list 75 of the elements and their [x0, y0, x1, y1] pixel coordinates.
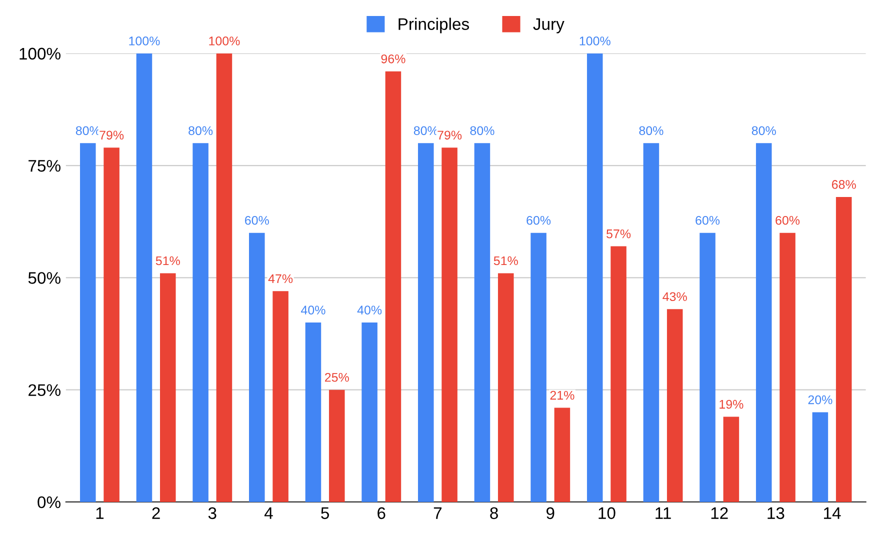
data-label: 47% — [268, 274, 293, 284]
bar — [160, 273, 176, 502]
x-tick-label: 14 — [824, 507, 841, 519]
y-tick-label: 100% — [20, 48, 60, 60]
bar — [305, 322, 322, 502]
bar — [442, 148, 458, 502]
bar — [136, 53, 152, 502]
bar — [530, 232, 546, 502]
data-label: 25% — [324, 372, 349, 382]
y-tick-label: 25% — [28, 384, 60, 396]
x-tick-label: 1 — [96, 507, 104, 519]
x-tick-label: 2 — [152, 507, 160, 519]
bar — [756, 143, 772, 502]
data-label: 80% — [639, 126, 664, 136]
bar — [272, 291, 288, 502]
x-tick-label: 11 — [656, 507, 671, 519]
data-label: 80% — [752, 126, 776, 136]
x-tick-label: 5 — [321, 507, 329, 520]
bar — [498, 273, 514, 502]
bar — [812, 412, 828, 502]
data-label: 43% — [662, 292, 687, 302]
bar — [554, 408, 570, 502]
x-tick-label: 4 — [264, 507, 273, 519]
data-label: 60% — [696, 216, 720, 225]
bar — [249, 232, 265, 502]
bar — [836, 196, 852, 502]
bar — [474, 143, 490, 502]
data-label: 51% — [494, 256, 518, 266]
bar — [104, 148, 120, 502]
data-label: 40% — [357, 306, 382, 315]
x-tick-label: 7 — [434, 507, 442, 519]
data-label: 40% — [300, 306, 326, 315]
bar — [385, 71, 402, 502]
y-tick-label: 75% — [28, 160, 60, 172]
data-label: 80% — [188, 126, 213, 136]
data-label: 51% — [156, 256, 180, 266]
data-label: 96% — [381, 54, 406, 64]
y-tick-label: 0% — [38, 496, 60, 508]
data-label: 68% — [832, 180, 856, 189]
data-label: 60% — [526, 216, 551, 225]
bar — [216, 53, 232, 502]
x-tick-label: 9 — [546, 507, 554, 520]
bar — [418, 143, 434, 502]
data-label: 19% — [720, 400, 744, 409]
x-tick-label: 12 — [711, 507, 728, 519]
bar — [586, 53, 603, 502]
bar — [780, 232, 796, 502]
data-label: 100% — [580, 36, 610, 46]
bar — [723, 416, 740, 502]
x-tick-label: 8 — [490, 507, 498, 520]
bar — [362, 322, 378, 502]
data-label: 20% — [808, 395, 832, 404]
bar — [700, 232, 716, 502]
x-tick-label: 13 — [768, 507, 784, 520]
bar — [666, 309, 683, 502]
data-label: 80% — [470, 126, 494, 136]
data-label: 79% — [438, 130, 462, 140]
data-label: 60% — [245, 216, 269, 225]
data-label: 60% — [776, 216, 800, 225]
bar — [80, 143, 96, 502]
data-label: 100% — [129, 36, 160, 46]
bar — [643, 143, 660, 502]
bar — [192, 143, 208, 502]
x-tick-label: 10 — [598, 507, 616, 520]
data-label: 57% — [606, 229, 631, 238]
bar — [328, 390, 345, 502]
x-tick-label: 6 — [378, 507, 386, 520]
legend-label: Principles — [398, 18, 469, 34]
legend-label: Jury — [533, 18, 564, 34]
x-tick-label: 3 — [208, 507, 216, 520]
data-label: 79% — [100, 130, 124, 140]
y-tick-label: 50% — [28, 272, 60, 284]
bar — [610, 246, 626, 502]
data-label: 100% — [209, 36, 240, 46]
data-label: 21% — [550, 390, 574, 400]
